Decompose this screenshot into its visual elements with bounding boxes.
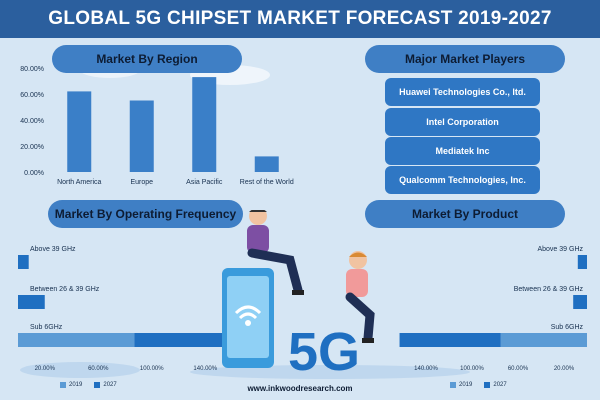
legend-swatch	[94, 382, 101, 388]
bar-segment	[500, 333, 587, 347]
legend-label: 2019	[459, 382, 473, 388]
y-tick-label: 20.00%	[20, 144, 44, 151]
region-chart: 0.00% 20.00% 40.00% 60.00% 80.00% North Ameri…	[20, 66, 294, 186]
page-title: GLOBAL 5G CHIPSET MARKET FORECAST 2019-2…	[48, 8, 552, 29]
bar-segment	[577, 255, 587, 269]
frequency-chart: Above 39 GHz Between 26 & 39 GHz Sub 6GHz 2…	[18, 246, 235, 372]
product-chart: Above 39 GHz Between 26 & 39 GHz Sub 6GHz 1…	[399, 246, 587, 372]
legend-swatch	[484, 382, 491, 388]
category-label: Europe	[130, 179, 153, 186]
x-tick-label: 100.00%	[140, 366, 164, 372]
category-label: Asia Pacific	[186, 179, 223, 186]
region-bar	[129, 100, 154, 172]
category-label: Above 39 GHz	[30, 246, 76, 253]
region-heading: Market By Region	[52, 45, 242, 73]
category-label: Between 26 & 39 GHz	[514, 286, 584, 293]
category-label: Rest of the World	[240, 179, 294, 186]
person-sitting-phone-icon	[247, 210, 304, 295]
legend-item: 2027	[484, 382, 507, 388]
phone-icon	[222, 268, 274, 368]
player-mediatek: Mediatek Inc	[385, 137, 540, 165]
category-label: Above 39 GHz	[537, 246, 583, 253]
legend-item: 2027	[94, 382, 117, 388]
region-bar	[254, 156, 279, 172]
category-label: North America	[57, 179, 101, 186]
y-tick-label: 0.00%	[24, 170, 44, 177]
bar-segment	[18, 295, 45, 309]
x-tick-label: 60.00%	[508, 366, 529, 372]
legend-swatch	[450, 382, 456, 388]
bar-segment	[399, 333, 501, 347]
legend-label: 2019	[69, 382, 83, 388]
x-tick-label: 140.00%	[193, 366, 217, 372]
category-label: Between 26 & 39 GHz	[30, 286, 100, 293]
legend-label: 2027	[493, 382, 507, 388]
illustration: 5G	[222, 210, 375, 380]
player-intel: Intel Corporation	[385, 108, 540, 136]
person-with-laptop-icon	[345, 251, 375, 343]
category-label: Sub 6GHz	[551, 324, 584, 331]
players-heading: Major Market Players	[365, 45, 565, 73]
x-tick-label: 140.00%	[414, 366, 438, 372]
product-heading: Market By Product	[365, 200, 565, 228]
player-huawei: Huawei Technologies Co., ltd.	[385, 78, 540, 106]
bar-segment	[18, 333, 135, 347]
y-tick-label: 40.00%	[20, 118, 44, 125]
product-legend: 2019 2027	[450, 382, 507, 388]
y-tick-label: 80.00%	[20, 66, 44, 73]
bar-segment	[573, 295, 587, 309]
category-label: Sub 6GHz	[30, 324, 63, 331]
x-tick-label: 100.00%	[460, 366, 484, 372]
y-tick-label: 60.00%	[20, 92, 44, 99]
bar-segment	[18, 255, 29, 269]
x-tick-label: 20.00%	[554, 366, 575, 372]
legend-item: 2019	[60, 382, 82, 388]
big-5g-label: 5G	[288, 322, 360, 380]
frequency-legend: 2019 2027	[60, 382, 117, 388]
footer-url: www.inkwoodresearch.com	[247, 384, 353, 393]
legend-item: 2019	[450, 382, 472, 388]
legend-label: 2027	[103, 382, 117, 388]
region-bar	[192, 77, 217, 172]
x-tick-label: 60.00%	[88, 366, 109, 372]
x-tick-label: 20.00%	[35, 366, 56, 372]
title-bar: GLOBAL 5G CHIPSET MARKET FORECAST 2019-2…	[0, 0, 600, 38]
player-qualcomm: Qualcomm Technologies, Inc.	[385, 166, 540, 194]
bar-segment	[134, 333, 235, 347]
region-bar	[67, 91, 92, 172]
frequency-heading: Market By Operating Frequency	[48, 200, 243, 228]
legend-swatch	[60, 382, 66, 388]
